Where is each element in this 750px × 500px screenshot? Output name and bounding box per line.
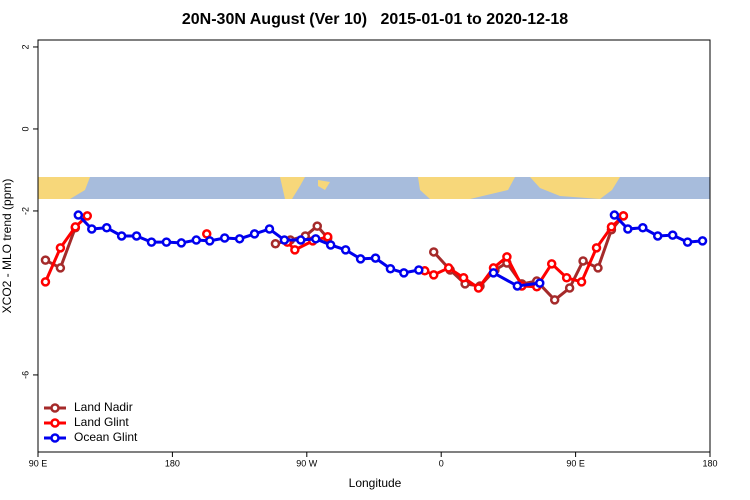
data-point — [385, 264, 396, 274]
y-axis-title: XCO2 - MLO trend (ppm) — [0, 179, 14, 314]
legend-label: Land Nadir — [74, 400, 133, 414]
y-tick-label: -6 — [20, 371, 30, 379]
data-point — [270, 238, 281, 249]
x-tick-label: 0 — [439, 458, 444, 468]
data-point — [535, 278, 545, 288]
data-point — [428, 270, 439, 280]
data-point — [399, 268, 409, 278]
y-tick-label: 2 — [20, 44, 30, 49]
data-point — [70, 222, 81, 232]
data-point — [682, 237, 693, 247]
data-point — [370, 253, 381, 263]
data-point — [176, 238, 187, 248]
data-point — [549, 295, 560, 305]
data-point — [609, 210, 620, 220]
data-point — [618, 211, 629, 221]
x-tick-label: 90 E — [566, 458, 585, 468]
data-point — [249, 229, 260, 239]
data-point — [591, 243, 602, 253]
data-point — [697, 236, 708, 246]
chart-title: 20N-30N August (Ver 10) 2015-01-01 to 20… — [182, 11, 568, 28]
x-tick-label: 90 W — [296, 458, 318, 468]
plot-frame — [37, 39, 711, 453]
x-tick-label: 180 — [165, 458, 180, 468]
legend-marker — [50, 403, 60, 413]
data-point — [219, 233, 230, 243]
data-point — [101, 223, 112, 233]
data-point — [87, 224, 97, 234]
data-point — [546, 259, 557, 269]
legend-marker — [50, 433, 60, 443]
data-point — [502, 252, 512, 262]
data-point — [55, 243, 66, 253]
legend-label: Ocean Glint — [74, 430, 138, 444]
data-point — [355, 254, 366, 264]
data-point — [325, 240, 336, 250]
data-point — [340, 245, 351, 255]
data-point — [667, 230, 678, 240]
data-point — [82, 211, 93, 221]
data-point — [234, 234, 245, 244]
data-point — [638, 223, 648, 233]
data-point — [593, 263, 603, 273]
data-point — [414, 265, 424, 275]
data-point — [473, 283, 484, 293]
data-point — [606, 222, 617, 232]
data-point — [458, 273, 469, 283]
data-point — [312, 221, 323, 231]
data-point — [488, 268, 499, 278]
x-tick-label: 180 — [702, 458, 717, 468]
data-point — [146, 237, 157, 247]
data-point — [311, 234, 321, 244]
data-point — [191, 235, 202, 245]
data-point — [279, 235, 290, 245]
data-point — [652, 231, 663, 241]
legend-marker — [50, 418, 60, 428]
data-point — [322, 232, 333, 242]
data-point — [264, 224, 275, 234]
y-tick-label: -2 — [20, 207, 30, 215]
x-tick-label: 90 E — [29, 458, 48, 468]
data-point — [40, 255, 51, 265]
map-strip — [38, 177, 710, 199]
x-axis-title: Longitude — [349, 476, 402, 490]
data-point — [161, 237, 172, 247]
data-point — [131, 231, 142, 241]
data-point — [204, 236, 215, 246]
data-point — [40, 277, 51, 287]
data-point — [443, 263, 454, 273]
data-point — [564, 283, 575, 293]
legend-label: Land Glint — [74, 415, 129, 429]
y-tick-label: 0 — [20, 126, 30, 131]
data-point — [428, 247, 439, 257]
data-point — [73, 210, 84, 220]
data-point — [296, 235, 306, 245]
data-point — [290, 245, 300, 255]
data-point — [623, 224, 633, 234]
data-point — [578, 256, 588, 266]
data-point — [561, 273, 572, 283]
data-point — [576, 277, 587, 287]
data-point — [116, 231, 127, 241]
data-point — [512, 281, 523, 291]
data-point — [55, 263, 66, 273]
